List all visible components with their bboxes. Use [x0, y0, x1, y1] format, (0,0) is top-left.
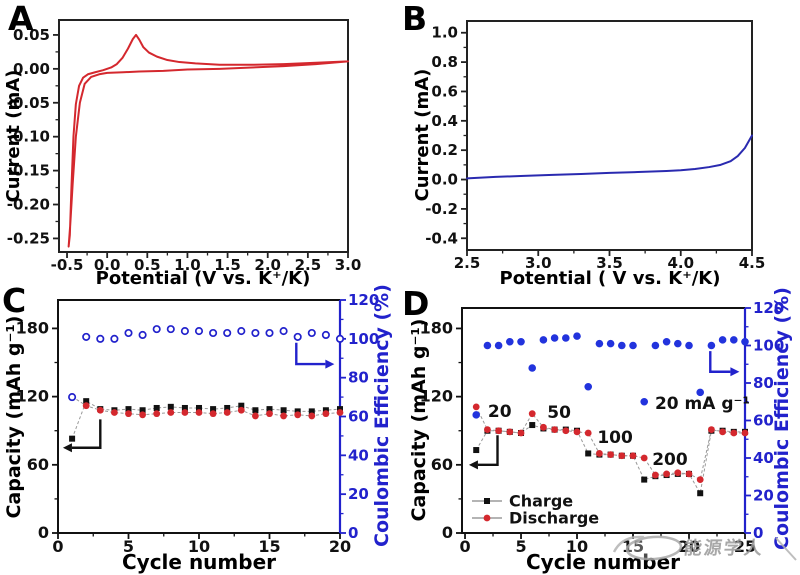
charge-series — [69, 398, 343, 442]
svg-text:4.0: 4.0 — [667, 254, 694, 272]
svg-text:60: 60 — [431, 455, 453, 474]
panel-b-x-axis-title: Potential ( V vs. K⁺/K) — [499, 268, 721, 289]
svg-text:0.00: 0.00 — [13, 60, 50, 78]
watermark-logo-icon — [612, 535, 797, 561]
svg-text:20: 20 — [348, 485, 369, 503]
panel-a-y-axis-title: Current (mA) — [3, 69, 24, 203]
panel-c-label: C — [2, 281, 27, 320]
svg-text:120: 120 — [16, 387, 49, 406]
cv-cycle-series — [67, 33, 349, 248]
svg-text:5: 5 — [515, 537, 526, 556]
watermark-text: 能源学人 — [682, 538, 765, 559]
svg-text:Charge: Charge — [509, 492, 573, 511]
svg-text:180: 180 — [420, 318, 453, 337]
svg-text:20: 20 — [678, 537, 700, 556]
panel-d-y-axis-title: Capacity (mAh g⁻¹) — [408, 318, 430, 522]
svg-text:180: 180 — [16, 318, 49, 337]
svg-text:1.0: 1.0 — [431, 24, 458, 42]
svg-text:2.0: 2.0 — [254, 256, 281, 274]
svg-text:3.5: 3.5 — [596, 254, 623, 272]
svg-text:3.0: 3.0 — [525, 254, 552, 272]
svg-text:100: 100 — [348, 330, 379, 348]
svg-text:10: 10 — [188, 537, 210, 556]
svg-text:0: 0 — [348, 524, 358, 542]
panel-d-plot: 0510152025060120180020406080100120205010… — [420, 299, 785, 556]
svg-text:-0.25: -0.25 — [7, 229, 50, 247]
svg-text:20: 20 — [329, 537, 351, 556]
svg-text:3.0: 3.0 — [335, 256, 362, 274]
discharge-series — [472, 403, 749, 483]
svg-text:-0.4: -0.4 — [425, 229, 458, 247]
svg-text:-0.20: -0.20 — [7, 196, 50, 214]
svg-text:1.0: 1.0 — [174, 256, 201, 274]
svg-text:0.0: 0.0 — [431, 171, 458, 189]
svg-text:20: 20 — [753, 487, 774, 505]
panel-b-label: B — [402, 0, 428, 38]
svg-text:0.5: 0.5 — [134, 256, 161, 274]
svg-text:0: 0 — [52, 537, 63, 556]
panel-a-label: A — [8, 0, 34, 38]
svg-text:120: 120 — [348, 291, 379, 309]
svg-text:80: 80 — [348, 369, 369, 387]
svg-text:15: 15 — [258, 537, 280, 556]
lsv-curve-series — [466, 134, 753, 180]
svg-text:0.2: 0.2 — [431, 141, 458, 159]
svg-text:60: 60 — [27, 455, 49, 474]
discharge-series — [68, 393, 344, 420]
svg-text:0: 0 — [442, 523, 453, 542]
svg-text:0: 0 — [753, 524, 763, 542]
svg-text:60: 60 — [348, 408, 369, 426]
watermark: 能源学人 — [610, 524, 800, 570]
svg-text:0.0: 0.0 — [94, 256, 121, 274]
svg-text:80: 80 — [753, 374, 774, 392]
svg-text:50: 50 — [547, 403, 571, 423]
panel-d-label: D — [402, 284, 430, 323]
panel-d-x-axis-title: Cycle number — [525, 550, 680, 574]
panel-c-y-axis-title: Capacity (mAh g⁻¹) — [3, 315, 25, 519]
panel-a-x-axis-title: Potential (V vs. K⁺/K) — [95, 268, 311, 289]
svg-text:200: 200 — [652, 450, 688, 470]
svg-text:4.5: 4.5 — [739, 254, 766, 272]
svg-text:1.5: 1.5 — [214, 256, 241, 274]
panel-c-right-axis-title: Coulombic Efficiency (%) — [371, 284, 393, 547]
panel-b-plot: 2.5 3.0 3.5 4.0 4.5 1.0 0.8 0.6 0.4 0.2 0.0 -0.2 -0.… — [425, 20, 766, 272]
panel-b-y-axis-title: Current (mA) — [412, 68, 433, 202]
svg-text:5: 5 — [123, 537, 134, 556]
svg-text:0: 0 — [38, 523, 49, 542]
svg-text:100: 100 — [597, 428, 633, 448]
svg-text:0: 0 — [459, 537, 470, 556]
panel-c-x-axis-title: Cycle number — [121, 550, 276, 574]
svg-text:-0.05: -0.05 — [7, 94, 50, 112]
svg-text:120: 120 — [753, 299, 784, 317]
coulombic-efficiency-series — [472, 332, 749, 419]
svg-text:2.5: 2.5 — [454, 254, 481, 272]
svg-text:20: 20 — [488, 402, 512, 422]
svg-text:2.5: 2.5 — [295, 256, 322, 274]
svg-text:0.05: 0.05 — [13, 26, 50, 44]
svg-text:Discharge: Discharge — [509, 509, 599, 528]
svg-text:120: 120 — [420, 387, 453, 406]
svg-text:20 mA g⁻¹: 20 mA g⁻¹ — [655, 394, 750, 414]
svg-text:40: 40 — [753, 449, 774, 467]
svg-text:-0.15: -0.15 — [7, 162, 50, 180]
svg-text:-0.5: -0.5 — [51, 256, 84, 274]
svg-text:0.6: 0.6 — [431, 82, 458, 100]
svg-text:-0.10: -0.10 — [7, 128, 50, 146]
svg-text:0.8: 0.8 — [431, 53, 458, 71]
svg-text:60: 60 — [753, 412, 774, 430]
svg-text:100: 100 — [753, 337, 784, 355]
svg-text:25: 25 — [734, 537, 756, 556]
svg-text:40: 40 — [348, 446, 369, 464]
svg-text:0.4: 0.4 — [431, 112, 458, 130]
panel-d-right-axis-title: Coulombic Efficiency (%) — [771, 287, 793, 550]
panel-a-plot: -0.5 0.0 0.5 1.0 1.5 2.0 2.5 3.0 0.05 0.00 -0.05 -0… — [7, 19, 362, 274]
coulombic-efficiency-series — [68, 325, 345, 402]
svg-text:-0.2: -0.2 — [425, 200, 458, 218]
svg-text:10: 10 — [566, 537, 588, 556]
